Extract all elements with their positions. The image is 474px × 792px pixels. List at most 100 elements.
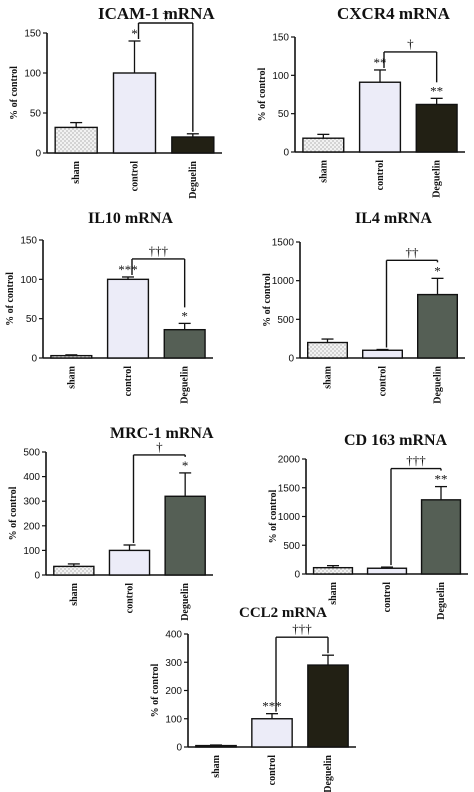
- y-tick-label: 400: [165, 630, 182, 641]
- category-label: sham: [71, 160, 82, 183]
- y-tick-label: 0: [176, 743, 182, 754]
- chart-panel: CD 163 mRNA % of control 0 500 1000 1500 2000 s…: [268, 432, 468, 620]
- bracket-label: ††: [406, 244, 420, 259]
- bar: [112, 72, 157, 154]
- y-axis-label: % of control: [268, 489, 279, 543]
- y-tick-label: 1000: [272, 276, 295, 287]
- bar: [53, 565, 95, 576]
- bar: [366, 567, 408, 575]
- category-label: control: [382, 582, 393, 613]
- chart-panel: IL10 mRNA % of control 0 50 100 150 sham contro…: [5, 210, 213, 404]
- bar: [307, 664, 349, 748]
- y-tick-label: 500: [283, 541, 300, 552]
- y-axis-label: % of control: [8, 486, 19, 540]
- bracket-label: †††: [292, 621, 312, 636]
- chart-panel: ICAM-1 mRNA % of control 0 50 100 150 sham cont…: [9, 4, 222, 199]
- y-tick-label: 1500: [272, 238, 295, 249]
- bar: [302, 137, 345, 153]
- bar: [358, 81, 402, 153]
- bracket-label: †: [162, 7, 169, 22]
- y-tick-label: 50: [26, 314, 38, 325]
- category-label: sham: [69, 582, 80, 605]
- bracket-label: †††: [406, 453, 426, 468]
- significance-mark: ***: [118, 262, 138, 277]
- y-tick-label: 100: [165, 714, 182, 725]
- chart-title: CXCR4 mRNA: [337, 4, 451, 23]
- significance-mark: *: [182, 458, 189, 473]
- chart-panel: CCL2 mRNA % of control 0 100 200 300 400 sham co…: [150, 605, 356, 792]
- bar: [307, 341, 349, 359]
- bracket-label: †: [407, 36, 414, 51]
- y-tick-label: 100: [23, 546, 40, 557]
- category-label: Deguelin: [180, 366, 191, 404]
- chart-title: MRC-1 mRNA: [110, 425, 214, 442]
- y-tick-label: 300: [165, 658, 182, 669]
- significance-mark: ***: [262, 699, 282, 714]
- bar: [415, 103, 458, 153]
- bar: [108, 549, 151, 576]
- chart-panel: IL4 mRNA % of control 0 500 1000 1500 sham cont…: [262, 210, 465, 404]
- category-label: sham: [66, 365, 77, 388]
- y-tick-label: 100: [272, 71, 289, 82]
- y-tick-label: 500: [23, 448, 40, 459]
- y-tick-label: 0: [288, 354, 294, 365]
- y-tick-label: 300: [23, 497, 40, 508]
- y-tick-label: 0: [34, 571, 40, 582]
- y-tick-label: 1000: [278, 512, 301, 523]
- y-axis-label: % of control: [5, 272, 16, 326]
- category-label: sham: [318, 159, 329, 182]
- bar: [171, 136, 215, 154]
- y-axis-label: % of control: [262, 273, 273, 327]
- y-tick-label: 200: [165, 686, 182, 697]
- bar: [106, 278, 150, 359]
- bar: [251, 718, 293, 748]
- bar: [420, 499, 462, 575]
- y-axis-label: % of control: [9, 66, 20, 120]
- y-axis-label: % of control: [150, 663, 161, 717]
- significance-mark: *: [434, 263, 441, 278]
- y-tick-label: 200: [23, 521, 40, 532]
- chart-title: ICAM-1 mRNA: [98, 4, 215, 23]
- y-tick-label: 100: [20, 275, 37, 286]
- y-tick-label: 400: [23, 472, 40, 483]
- category-label: sham: [328, 581, 339, 604]
- category-label: sham: [211, 754, 222, 777]
- chart-panel: CXCR4 mRNA % of control 0 50 100 150 sham contr…: [257, 4, 465, 198]
- chart-title: IL4 mRNA: [355, 210, 432, 227]
- y-tick-label: 50: [278, 109, 290, 120]
- y-tick-label: 50: [30, 109, 42, 120]
- category-label: Deguelin: [436, 582, 447, 620]
- y-tick-label: 2000: [278, 455, 301, 466]
- chart-panel: MRC-1 mRNA % of control 0 100 200 300 400 500 sh…: [8, 425, 214, 621]
- category-label: Deguelin: [432, 160, 443, 198]
- category-label: control: [378, 366, 389, 397]
- significance-mark: **: [435, 472, 448, 487]
- y-tick-label: 150: [20, 236, 37, 247]
- bar: [164, 495, 206, 576]
- significance-mark: *: [181, 308, 188, 323]
- bar: [312, 566, 354, 575]
- chart-title: IL10 mRNA: [88, 210, 173, 227]
- bar: [50, 354, 93, 359]
- bar: [195, 744, 237, 748]
- significance-mark: **: [374, 55, 387, 70]
- y-tick-label: 150: [272, 33, 289, 44]
- category-label: control: [125, 583, 136, 614]
- significance-mark: *: [131, 26, 138, 41]
- bracket-label: †: [156, 439, 163, 454]
- y-tick-label: 0: [31, 354, 37, 365]
- y-tick-label: 0: [283, 148, 289, 159]
- category-label: Deguelin: [180, 583, 191, 621]
- y-axis-label: % of control: [257, 67, 268, 121]
- significance-mark: **: [430, 83, 443, 98]
- chart-title: CD 163 mRNA: [344, 432, 448, 449]
- y-tick-label: 0: [35, 149, 41, 160]
- y-tick-label: 500: [277, 315, 294, 326]
- y-tick-label: 1500: [278, 483, 301, 494]
- category-label: Deguelin: [188, 161, 199, 199]
- bar: [362, 349, 404, 359]
- bar: [163, 328, 206, 359]
- category-label: control: [130, 161, 141, 192]
- bar: [54, 126, 98, 154]
